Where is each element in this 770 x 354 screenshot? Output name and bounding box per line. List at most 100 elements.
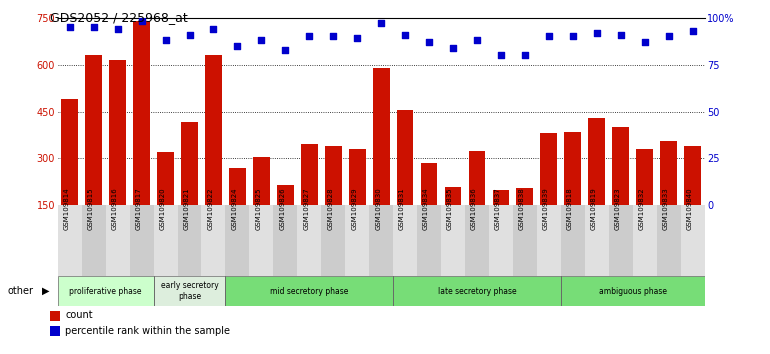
Bar <box>685 146 701 252</box>
Bar <box>129 205 153 276</box>
Bar <box>50 326 60 336</box>
Bar <box>420 163 437 252</box>
Text: GSM109823: GSM109823 <box>614 188 621 230</box>
Text: GSM109825: GSM109825 <box>256 188 261 230</box>
Bar <box>153 276 226 306</box>
Bar <box>369 205 393 276</box>
Point <box>423 39 435 45</box>
Bar <box>612 127 629 252</box>
Bar <box>489 205 513 276</box>
Point <box>112 26 124 32</box>
Text: count: count <box>65 310 93 320</box>
Text: GSM109826: GSM109826 <box>280 188 286 230</box>
Point <box>591 30 603 35</box>
Point <box>543 34 555 39</box>
Text: GSM109836: GSM109836 <box>471 188 477 230</box>
Text: GSM109835: GSM109835 <box>447 188 453 230</box>
Text: GSM109830: GSM109830 <box>375 188 381 230</box>
Point <box>280 47 292 52</box>
Point <box>88 24 100 30</box>
Point <box>159 38 172 43</box>
Bar <box>513 205 537 276</box>
Bar <box>202 205 226 276</box>
Text: GSM109814: GSM109814 <box>64 188 70 230</box>
Bar <box>681 205 705 276</box>
Bar <box>153 205 178 276</box>
Point <box>470 38 483 43</box>
Bar <box>226 276 393 306</box>
Point <box>662 34 675 39</box>
Point <box>231 43 243 48</box>
Point <box>207 26 219 32</box>
Bar <box>537 205 561 276</box>
Text: GSM109832: GSM109832 <box>638 188 644 230</box>
Bar <box>561 276 705 306</box>
Point <box>64 24 76 30</box>
Bar <box>465 205 489 276</box>
Bar <box>301 144 318 252</box>
Bar <box>393 276 561 306</box>
Text: GSM109834: GSM109834 <box>423 188 429 230</box>
Text: GSM109828: GSM109828 <box>327 188 333 230</box>
Point <box>614 32 627 38</box>
Bar <box>50 310 60 320</box>
Text: late secretory phase: late secretory phase <box>437 287 516 296</box>
Bar <box>393 205 417 276</box>
Bar <box>636 149 653 252</box>
Text: ambiguous phase: ambiguous phase <box>599 287 667 296</box>
Bar <box>85 55 102 252</box>
Text: GSM109838: GSM109838 <box>519 188 525 230</box>
Bar <box>345 205 369 276</box>
Text: GSM109837: GSM109837 <box>495 188 501 230</box>
Text: GSM109831: GSM109831 <box>399 188 405 230</box>
Bar <box>105 205 129 276</box>
Text: proliferative phase: proliferative phase <box>69 287 142 296</box>
Text: GSM109820: GSM109820 <box>159 188 166 230</box>
Point <box>638 39 651 45</box>
Point <box>327 34 340 39</box>
Text: other: other <box>8 286 34 296</box>
Bar <box>373 68 390 252</box>
Text: GSM109833: GSM109833 <box>663 188 668 230</box>
Bar <box>657 205 681 276</box>
Bar <box>493 190 509 252</box>
Text: GSM109819: GSM109819 <box>591 188 597 230</box>
Bar <box>397 110 413 252</box>
Bar <box>441 205 465 276</box>
Bar <box>58 205 82 276</box>
Bar <box>321 205 345 276</box>
Bar <box>109 60 126 252</box>
Point <box>399 32 411 38</box>
Text: GSM109822: GSM109822 <box>207 188 213 230</box>
Point <box>303 34 316 39</box>
Point <box>136 19 148 24</box>
Bar <box>82 205 105 276</box>
Bar <box>469 150 485 252</box>
Bar <box>444 187 461 252</box>
Text: GSM109827: GSM109827 <box>303 188 310 230</box>
Bar <box>277 185 293 252</box>
Point <box>495 52 507 58</box>
Bar <box>561 205 584 276</box>
Text: percentile rank within the sample: percentile rank within the sample <box>65 326 230 336</box>
Point <box>255 38 267 43</box>
Bar <box>133 21 150 252</box>
Bar <box>417 205 441 276</box>
Bar <box>226 205 249 276</box>
Bar <box>249 205 273 276</box>
Bar <box>660 141 677 252</box>
Bar <box>229 168 246 252</box>
Text: GSM109818: GSM109818 <box>567 188 573 230</box>
Bar <box>517 188 534 252</box>
Text: early secretory
phase: early secretory phase <box>161 281 219 301</box>
Bar <box>584 205 609 276</box>
Text: GSM109840: GSM109840 <box>687 188 692 230</box>
Point <box>351 35 363 41</box>
Text: GSM109821: GSM109821 <box>183 188 189 230</box>
Bar <box>253 157 270 252</box>
Text: GSM109816: GSM109816 <box>112 188 118 230</box>
Bar <box>325 146 342 252</box>
Text: GSM109829: GSM109829 <box>351 188 357 230</box>
Bar <box>205 55 222 252</box>
Point <box>686 28 698 34</box>
